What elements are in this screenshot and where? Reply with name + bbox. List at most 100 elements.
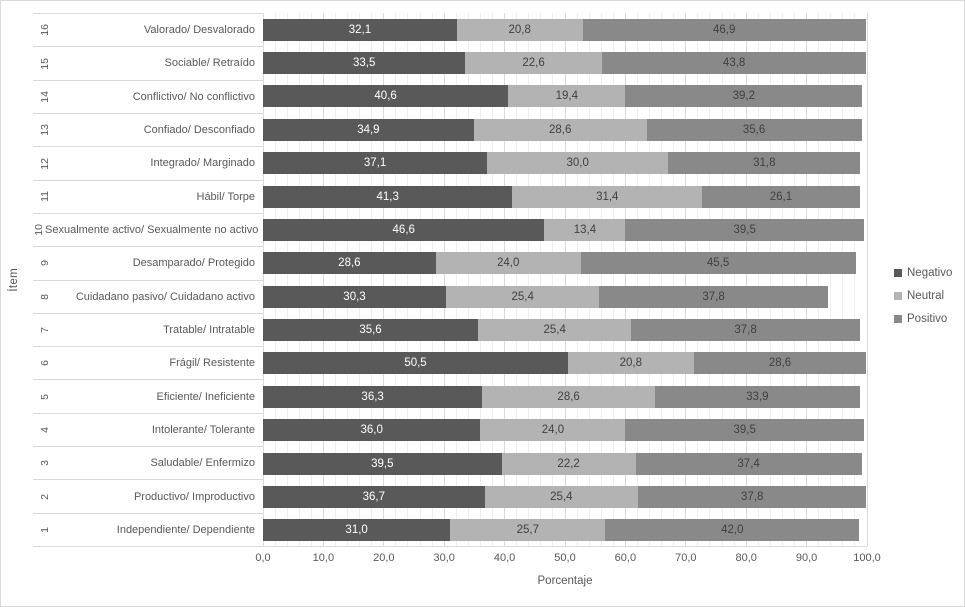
item-number-text: 7 — [39, 327, 51, 333]
bar-value-label: 37,8 — [734, 324, 757, 337]
gridline — [697, 13, 699, 546]
item-number-text: 16 — [39, 24, 51, 36]
gridline — [528, 13, 530, 546]
category-row: 1 Independiente/ Dependiente — [33, 514, 263, 547]
bar-value-label: 42,0 — [721, 524, 744, 537]
gridline — [649, 13, 651, 546]
gridline — [721, 13, 723, 546]
item-number-text: 14 — [39, 90, 51, 103]
x-axis-tick-label: 10,0 — [312, 552, 335, 564]
bar-segment-negativo: 36,0 — [263, 419, 481, 442]
gridline — [479, 13, 481, 546]
category-label: Cuidadano pasivo/ Cuidadano activo — [75, 290, 255, 303]
bar-value-label: 22,6 — [522, 57, 545, 70]
item-number: 16 — [33, 24, 57, 36]
x-axis-tick-label: 80,0 — [735, 552, 757, 564]
item-number-text: 1 — [39, 526, 51, 533]
category-label: Sexualmente activo/ Sexualmente no activ… — [45, 224, 259, 237]
category-label: Saludable/ Enfermizo — [150, 457, 255, 470]
gridline — [467, 13, 469, 546]
item-number-text: 13 — [39, 124, 51, 136]
bar-segment-neutral: 22,6 — [465, 52, 602, 75]
item-number: 13 — [33, 124, 57, 136]
bar-value-label: 41,3 — [376, 190, 399, 203]
legend-label: Neutral — [907, 290, 945, 302]
gridline — [673, 13, 675, 546]
bar-value-label: 39,2 — [732, 90, 755, 103]
legend-item-neutral: Neutral — [894, 290, 952, 302]
bar-row: 32,1 20,8 46,9 — [263, 18, 867, 41]
legend: Negativo Neutral Positivo — [894, 267, 952, 336]
legend-swatch — [894, 269, 902, 277]
item-number-text: 3 — [39, 460, 51, 467]
gridline — [322, 13, 324, 546]
category-axis: 16 Valorado/ Desvalorado 15 Sociable/ Retra… — [33, 13, 263, 547]
gridline — [395, 13, 397, 546]
bar-segment-positivo: 37,8 — [599, 285, 828, 308]
bar-segment-positivo: 39,5 — [625, 419, 864, 442]
item-number: 1 — [33, 527, 57, 533]
gridline — [830, 13, 832, 546]
category-label: Desamparado/ Protegido — [132, 257, 255, 270]
bar-segment-neutral: 25,7 — [450, 519, 606, 542]
bar-value-label: 37,8 — [702, 290, 725, 303]
gridline — [842, 13, 844, 546]
item-number-text: 4 — [39, 426, 51, 433]
gridline — [504, 13, 506, 546]
gridline — [624, 13, 626, 546]
bar-value-label: 24,0 — [541, 424, 565, 437]
category-label: Productivo/ Improductivo — [133, 490, 255, 503]
x-axis-tick-label: 30,0 — [433, 552, 455, 564]
gridline — [866, 13, 868, 546]
x-axis-tick-label: 50,0 — [554, 552, 576, 564]
bar-segment-positivo: 42,0 — [605, 519, 860, 542]
bar-value-label: 36,7 — [362, 490, 386, 503]
category-row: 16 Valorado/ Desvalorado — [33, 14, 263, 48]
bar-segment-positivo: 37,8 — [638, 485, 867, 508]
legend-swatch — [894, 315, 902, 323]
x-axis-ticks: 0,0 10,0 20,0 30,0 40,0 50,0 60,0 70,0 80,0 90,0 1… — [255, 552, 880, 568]
bar-segment-negativo: 30,3 — [263, 285, 446, 308]
item-number: 15 — [33, 58, 57, 70]
item-number: 3 — [33, 460, 57, 466]
x-axis-tick-label: 40,0 — [493, 552, 516, 564]
gridline — [455, 13, 457, 546]
gridline — [419, 13, 421, 546]
bar-segment-positivo: 39,2 — [625, 85, 863, 108]
x-axis-tick-label: 60,0 — [614, 552, 637, 564]
item-number: 14 — [33, 91, 57, 103]
bar-row: 36,0 24,0 39,5 — [263, 419, 867, 442]
item-number: 6 — [33, 360, 57, 366]
gridline — [806, 13, 808, 546]
bar-row: 40,6 19,4 39,2 — [263, 85, 867, 108]
category-row: 6 Frágil/ Resistente — [33, 347, 263, 381]
y-axis-title-text: Ítem — [8, 268, 20, 292]
gridline — [709, 13, 711, 546]
gridline — [540, 13, 542, 546]
item-number-text: 12 — [39, 157, 51, 170]
bar-segment-negativo: 41,3 — [263, 185, 513, 208]
gridline — [600, 13, 602, 546]
x-axis-tick-label: 70,0 — [675, 552, 697, 564]
category-label: Intolerante/ Tolerante — [151, 423, 255, 436]
bar-segment-neutral: 30,0 — [487, 152, 669, 175]
bar-value-label: 30,0 — [566, 157, 589, 170]
category-row: 15 Sociable/ Retraído — [33, 47, 263, 81]
bar-value-label: 31,0 — [345, 524, 368, 537]
bar-segment-neutral: 25,4 — [446, 285, 600, 308]
bar-row: 33,5 22,6 43,8 — [263, 52, 867, 75]
bar-value-label: 20,8 — [508, 23, 531, 36]
bar-value-label: 46,6 — [392, 223, 415, 236]
category-label: Tratable/ Intratable — [163, 323, 255, 336]
bar-value-label: 50,5 — [404, 357, 427, 370]
plot-area: 32,1 20,8 46,9 33,5 22,6 43,8 40,6 19,4 39,2 34,9… — [262, 13, 868, 547]
bar-value-label: 28,6 — [768, 357, 792, 370]
legend-label: Negativo — [907, 267, 953, 279]
bar-row: 46,6 13,4 39,5 — [263, 218, 867, 241]
bar-segment-negativo: 39,5 — [263, 452, 502, 475]
category-label: Confiado/ Desconfiado — [143, 124, 255, 137]
gridline — [443, 13, 445, 546]
item-number: 12 — [33, 158, 57, 170]
bar-row: 36,7 25,4 37,8 — [263, 485, 867, 508]
bar-value-label: 28,6 — [338, 257, 361, 270]
